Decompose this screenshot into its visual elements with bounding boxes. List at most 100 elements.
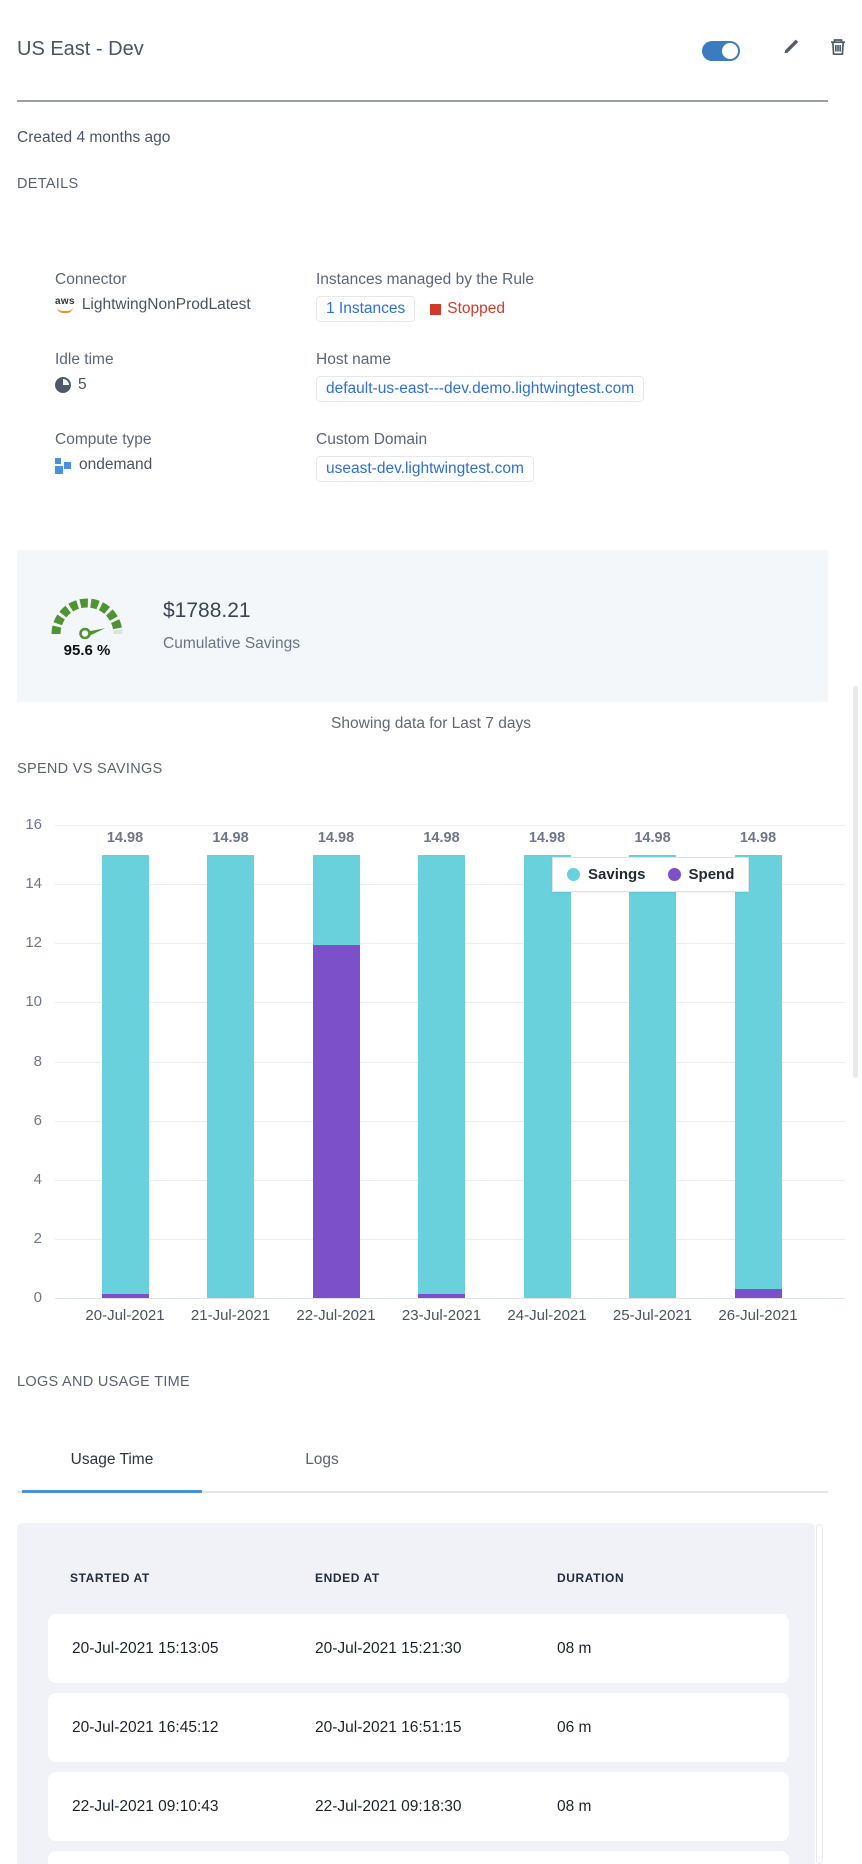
host-name-label: Host name (316, 351, 391, 368)
logs-tabs: Usage Time Logs (17, 1444, 828, 1493)
details-section-title: DETAILS (17, 176, 79, 192)
legend-item-spend[interactable]: Spend (667, 866, 735, 883)
connector-value: LightwingNonProdLatest (81, 296, 251, 313)
compute-type-field: Compute type ondemand (55, 431, 316, 482)
details-grid: Connector aws LightwingNonProdLatest Ins… (55, 271, 825, 482)
bar-spend-segment (312, 944, 360, 1298)
pencil-icon (781, 37, 801, 62)
y-tick-label: 6 (33, 1111, 42, 1129)
idle-time-value: 5 (78, 376, 87, 393)
savings-dot-icon (567, 868, 580, 881)
page-scrollbar-thumb[interactable] (853, 686, 858, 1078)
custom-domain-link[interactable]: useast-dev.lightwingtest.com (316, 456, 534, 482)
idle-time-label: Idle time (55, 351, 114, 368)
legend-spend-label: Spend (688, 866, 735, 883)
bar-value-label: 14.98 (212, 830, 249, 847)
cell-ended-at: 20-Jul-2021 15:21:30 (315, 1639, 462, 1657)
x-axis-label: 26-Jul-2021 (718, 1307, 798, 1324)
host-name-field: Host name default-us-east---dev.demo.lig… (316, 351, 825, 402)
y-tick-label: 16 (25, 816, 42, 833)
table-body: 20-Jul-2021 15:13:05 20-Jul-2021 15:21:30… (48, 1614, 789, 1864)
savings-caption: Cumulative Savings (163, 635, 300, 652)
clock-icon (55, 377, 71, 393)
tab-usage-time[interactable]: Usage Time (17, 1444, 207, 1493)
compute-type-value: ondemand (79, 456, 153, 473)
bar-savings-segment (629, 855, 676, 1298)
trash-icon (828, 37, 848, 62)
toggle-knob (722, 43, 738, 59)
connector-field: Connector aws LightwingNonProdLatest (55, 271, 316, 322)
bar-value-label: 14.98 (106, 830, 144, 847)
bar-savings-segment (312, 855, 360, 945)
savings-amount: $1788.21 (163, 599, 251, 622)
x-axis-label: 21-Jul-2021 (190, 1307, 271, 1324)
host-name-link[interactable]: default-us-east---dev.demo.lightwingtest… (316, 376, 645, 402)
y-tick-label: 0 (33, 1289, 42, 1306)
spend-dot-icon (667, 868, 681, 881)
instances-field: Instances managed by the Rule 1 Instance… (316, 271, 825, 322)
page-title: US East - Dev (17, 38, 144, 60)
gridline (55, 1298, 845, 1299)
compute-squares-icon (55, 457, 72, 474)
custom-domain-label: Custom Domain (316, 431, 428, 448)
cell-started-at: 22-Jul-2021 09:10:43 (72, 1797, 219, 1815)
x-axis-label: 24-Jul-2021 (507, 1307, 587, 1324)
connector-label: Connector (55, 271, 127, 288)
cell-duration: 06 m (557, 1718, 592, 1736)
bar-spend-segment (101, 1293, 149, 1298)
x-axis-label: 23-Jul-2021 (401, 1307, 482, 1324)
table-row (48, 1851, 789, 1864)
col-duration: DURATION (557, 1571, 625, 1585)
cell-started-at: 20-Jul-2021 15:13:05 (72, 1639, 219, 1657)
aws-logo-icon: aws (55, 297, 75, 313)
instances-label: Instances managed by the Rule (316, 271, 534, 288)
table-row: 20-Jul-2021 15:13:05 20-Jul-2021 15:21:30… (48, 1614, 789, 1683)
savings-summary: $1788.21 Cumulative Savings (163, 599, 300, 653)
table-row: 22-Jul-2021 09:10:43 22-Jul-2021 09:18:30… (48, 1772, 789, 1841)
tab-logs[interactable]: Logs (305, 1451, 339, 1468)
col-ended-at: ENDED AT (315, 1571, 380, 1585)
bar-value-label: 14.98 (739, 830, 777, 847)
bar-spend-segment (418, 1294, 465, 1298)
edit-rule-button[interactable] (780, 38, 802, 60)
bar-value-label: 14.98 (423, 830, 460, 847)
instances-link[interactable]: 1 Instances (316, 296, 416, 322)
col-started-at: STARTED AT (70, 1571, 150, 1585)
y-tick-label: 10 (25, 993, 42, 1011)
status-text: Stopped (447, 300, 506, 317)
bar-savings-segment (734, 855, 782, 1290)
bar-value-label: 14.98 (317, 830, 355, 847)
y-tick-label: 4 (33, 1170, 42, 1188)
y-tick-label: 12 (25, 934, 42, 952)
table-row: 20-Jul-2021 16:45:12 20-Jul-2021 16:51:15… (48, 1693, 789, 1762)
cell-ended-at: 22-Jul-2021 09:18:30 (315, 1797, 462, 1815)
savings-percent: 95.6 % (63, 642, 111, 659)
rule-enabled-toggle[interactable] (702, 41, 740, 61)
bar-value-label: 14.98 (528, 830, 566, 847)
x-axis-label: 22-Jul-2021 (296, 1307, 376, 1324)
compute-type-label: Compute type (55, 431, 152, 448)
chart-legend: Savings Spend (552, 857, 750, 892)
gauge-icon (51, 598, 123, 639)
created-ago-text: Created 4 months ago (17, 129, 171, 146)
savings-gauge: 95.6 % (41, 593, 133, 659)
bar-savings-segment (101, 855, 149, 1294)
logs-usage-title: LOGS AND USAGE TIME (17, 1374, 191, 1390)
cell-started-at: 20-Jul-2021 16:45:12 (72, 1718, 219, 1736)
bar-savings-segment (418, 855, 465, 1295)
legend-item-savings[interactable]: Savings (567, 866, 646, 883)
delete-rule-button[interactable] (827, 38, 849, 60)
y-tick-label: 14 (25, 875, 42, 893)
header-divider (17, 100, 828, 102)
table-header-row: STARTED AT ENDED AT DURATION (70, 1571, 795, 1585)
gridline (55, 825, 845, 826)
custom-domain-field: Custom Domain useast-dev.lightwingtest.c… (316, 431, 825, 482)
cell-ended-at: 20-Jul-2021 16:51:15 (315, 1718, 462, 1736)
x-axis-label: 20-Jul-2021 (85, 1307, 165, 1324)
spend-vs-savings-chart: 0 2 4 6 8 10 12 14 16 14.98 20-Jul-2021 14.98 21-Jul… (0, 810, 862, 1330)
table-scrollbar-thumb[interactable] (816, 1524, 823, 1864)
bar-value-label: 14.98 (634, 830, 671, 847)
bar-savings-segment (523, 855, 571, 1298)
x-axis-label: 25-Jul-2021 (612, 1307, 693, 1324)
cumulative-savings-panel: 95.6 % $1788.21 Cumulative Savings (17, 550, 828, 702)
